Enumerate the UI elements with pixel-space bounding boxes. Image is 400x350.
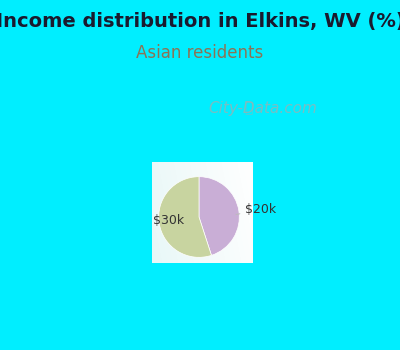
Text: Asian residents: Asian residents bbox=[136, 44, 264, 62]
Text: $30k: $30k bbox=[153, 214, 184, 226]
Text: City-Data.com: City-Data.com bbox=[208, 101, 318, 116]
Text: Income distribution in Elkins, WV (%): Income distribution in Elkins, WV (%) bbox=[0, 12, 400, 31]
Wedge shape bbox=[159, 177, 212, 257]
Wedge shape bbox=[199, 177, 239, 256]
Text: $20k: $20k bbox=[236, 203, 276, 216]
Text: ⦾: ⦾ bbox=[244, 101, 253, 115]
